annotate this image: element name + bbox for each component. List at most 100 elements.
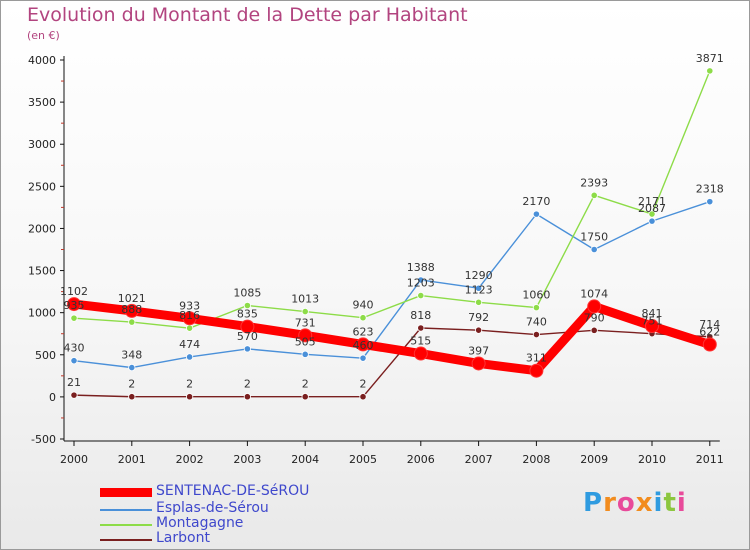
legend-label-sentenac: SENTENAC-DE-SéROU	[156, 483, 310, 499]
data-label: 792	[468, 311, 489, 324]
x-tick-label: 2002	[176, 453, 204, 466]
logo-letter: P	[583, 488, 604, 518]
data-point	[243, 345, 251, 353]
data-label: 731	[295, 316, 316, 329]
logo-letter: i	[676, 488, 687, 518]
series-line-1	[73, 200, 711, 369]
data-point	[301, 350, 309, 358]
data-label: 2	[186, 378, 193, 391]
x-tick-label: 2003	[233, 453, 261, 466]
logo-letter: r	[603, 488, 617, 518]
data-label: 2	[128, 378, 135, 391]
series-line-0	[69, 299, 715, 376]
legend-swatch-larbont	[100, 539, 152, 541]
legend-label-larbont: Larbont	[156, 530, 210, 546]
data-point	[301, 307, 309, 316]
y-tick-label: 0	[49, 391, 56, 404]
data-point	[648, 210, 656, 218]
data-label: 2393	[580, 176, 608, 189]
data-point	[359, 314, 367, 322]
y-tick-label: 4000	[28, 54, 56, 67]
data-label: 940	[353, 299, 374, 312]
data-point	[587, 299, 602, 314]
data-label: 740	[526, 316, 547, 329]
data-label: 935	[64, 299, 85, 312]
y-tick-label: 500	[35, 349, 56, 362]
data-label: 933	[179, 299, 200, 312]
data-label: 311	[526, 352, 547, 365]
data-label: 835	[237, 308, 258, 321]
legend-label-montagagne: Montagagne	[156, 515, 244, 531]
data-label: 818	[410, 309, 431, 322]
x-tick-label: 2004	[291, 453, 319, 466]
data-point	[70, 391, 78, 399]
data-point	[529, 363, 544, 378]
y-tick-label: 2500	[28, 180, 56, 193]
data-point	[128, 363, 136, 372]
legend-label-esplas: Esplas-de-Sérou	[156, 500, 269, 516]
legend-swatch-esplas	[100, 509, 152, 511]
data-label: 1060	[522, 289, 550, 302]
data-point	[648, 217, 656, 225]
data-label: 21	[67, 376, 81, 389]
x-tick-label: 2000	[60, 453, 88, 466]
data-label: 348	[121, 349, 142, 362]
data-label: 430	[64, 342, 85, 355]
x-tick-label: 2006	[407, 453, 435, 466]
data-label: 623	[353, 325, 374, 338]
data-label: 751	[642, 315, 663, 328]
x-tick-label: 2007	[465, 453, 493, 466]
data-point	[474, 298, 483, 306]
data-point	[186, 353, 194, 361]
data-point	[590, 326, 598, 334]
y-tick-label: 1000	[28, 307, 56, 320]
data-label: 474	[179, 338, 200, 351]
data-label: 1021	[118, 292, 146, 305]
data-point	[590, 191, 598, 199]
data-label: 1290	[465, 269, 493, 282]
data-label: 2	[244, 378, 251, 391]
data-label: 570	[237, 330, 258, 343]
data-point	[706, 198, 714, 206]
data-point	[301, 393, 309, 401]
data-point	[182, 311, 197, 326]
data-label: 1102	[60, 285, 88, 298]
data-label: 888	[121, 303, 142, 316]
data-label: 1013	[291, 293, 319, 306]
legend-swatch-montagagne	[100, 524, 152, 526]
y-tick-label: 1500	[28, 265, 56, 278]
x-tick-label: 2010	[638, 453, 666, 466]
data-point	[243, 393, 251, 401]
data-label: 1750	[580, 231, 608, 244]
data-label: 1085	[233, 287, 261, 300]
logo-letter: o	[616, 488, 636, 518]
data-point	[417, 291, 425, 300]
data-label: 2171	[638, 195, 666, 208]
data-label: 515	[410, 335, 431, 348]
series-line-3	[73, 327, 711, 398]
y-tick-label: 3500	[28, 96, 56, 109]
data-label: 790	[584, 311, 605, 324]
data-point	[356, 337, 370, 352]
data-label: 460	[353, 339, 374, 352]
x-tick-label: 2009	[580, 453, 608, 466]
data-point	[532, 210, 541, 218]
data-label: 1388	[407, 261, 435, 274]
data-point	[359, 393, 367, 401]
y-tick-label: -500	[31, 433, 56, 446]
data-point	[532, 304, 541, 312]
data-point	[413, 346, 428, 361]
data-point	[359, 354, 367, 362]
data-point	[124, 303, 139, 318]
legend-swatch-sentenac	[100, 488, 152, 497]
data-point	[706, 67, 714, 75]
data-point	[474, 326, 483, 334]
x-tick-label: 2001	[118, 453, 146, 466]
data-label: 1203	[407, 277, 435, 290]
data-label: 714	[699, 318, 720, 331]
data-label: 397	[468, 344, 489, 357]
data-point	[645, 319, 659, 334]
y-tick-label: 2000	[28, 222, 56, 235]
